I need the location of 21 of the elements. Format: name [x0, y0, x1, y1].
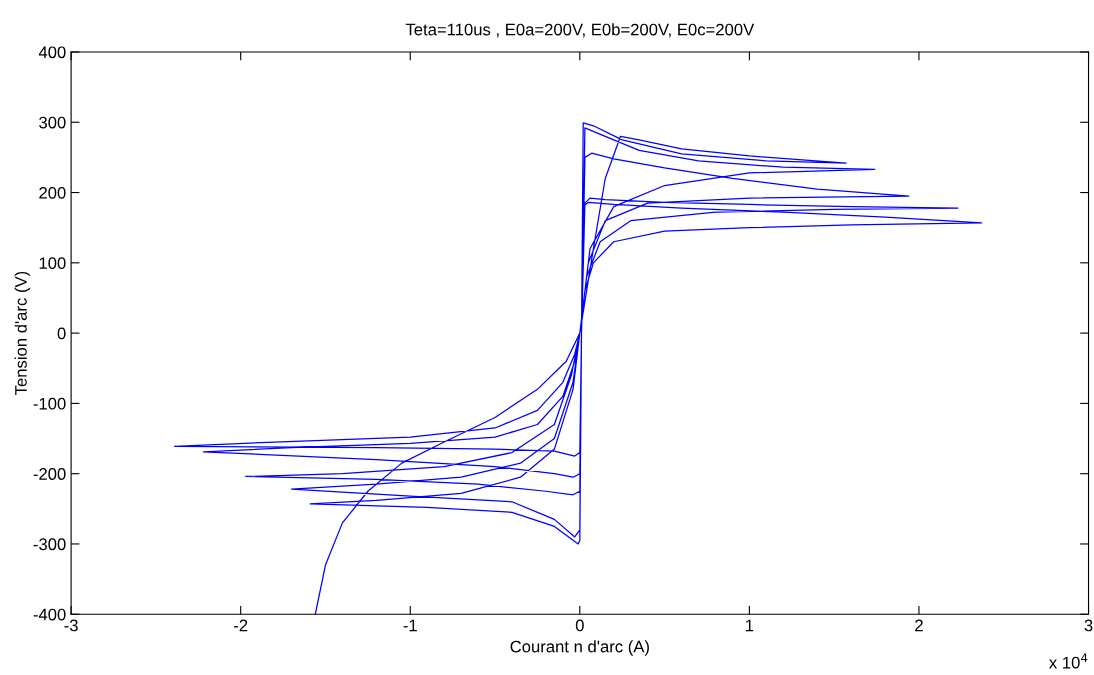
- line-series: [173, 122, 983, 615]
- y-tick-label: 100: [39, 257, 66, 270]
- y-tick-label: 300: [39, 116, 66, 129]
- y-tick-label: -300: [33, 538, 66, 551]
- y-tick-label: 200: [39, 186, 66, 199]
- x-tick-label: 2: [915, 619, 923, 632]
- y-tick-label: 0: [57, 327, 66, 340]
- x-tick-label: 1: [746, 619, 754, 632]
- chart-title: Teta=110us , E0a=200V, E0b=200V, E0c=200V: [405, 23, 755, 38]
- x-tick-label: -2: [234, 619, 248, 632]
- y-tick-label: -200: [33, 468, 66, 480]
- x-tick-label: -3: [64, 619, 78, 632]
- x-tick-label: 0: [575, 619, 584, 632]
- y-tick-label: -100: [33, 397, 66, 410]
- x-tick-label: -1: [403, 619, 417, 632]
- y-tick-label: 400: [38, 46, 66, 59]
- x-axis-title: Courant n d'arc (A): [510, 640, 649, 656]
- text: x 10$^{4}$: [1049, 653, 1088, 669]
- x-tick-label: 3: [1084, 619, 1093, 632]
- y-axis-title: Tension d'arc (V): [14, 271, 31, 395]
- y-tick-label: -400: [33, 608, 66, 621]
